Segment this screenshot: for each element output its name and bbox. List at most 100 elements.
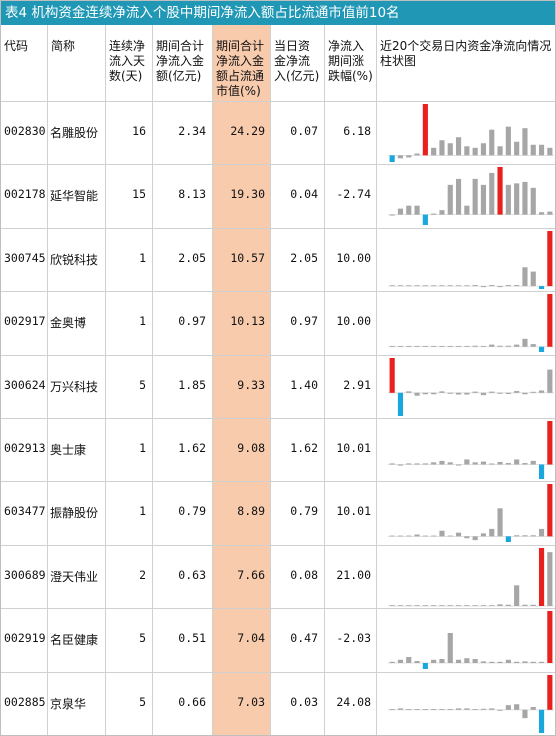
flow-bar — [397, 604, 404, 606]
flow-bar — [447, 346, 453, 347]
flow-bar — [447, 633, 453, 664]
flow-bar — [472, 391, 478, 393]
flow-bar — [431, 346, 437, 347]
cell-days: 1 — [139, 250, 146, 265]
flow-bar — [455, 137, 462, 156]
flow-bar — [389, 708, 395, 710]
mini-bar-chart — [388, 609, 554, 671]
flow-bar — [505, 659, 511, 664]
row-divider — [1, 608, 555, 610]
flow-bar — [530, 661, 536, 664]
flow-bar — [497, 146, 503, 156]
flow-bar — [406, 285, 412, 286]
cell-code: 002830 — [4, 124, 46, 138]
cell-ratio: 7.04 — [237, 631, 265, 646]
flow-bar — [472, 284, 478, 286]
cell-name: 奥士康 — [50, 443, 87, 457]
flow-bar — [431, 659, 437, 664]
cell-name: 延华智能 — [50, 189, 99, 204]
flow-bar — [505, 704, 511, 710]
cell-change: 10.00 — [336, 250, 371, 265]
flow-bar — [414, 708, 420, 710]
flow-bar — [538, 212, 545, 215]
cell-name: 澄天伟业 — [50, 569, 99, 584]
flow-bar — [439, 708, 445, 710]
flow-bar — [414, 604, 420, 606]
cell-days: 1 — [139, 314, 146, 329]
flow-bar — [455, 346, 462, 347]
flow-bar — [447, 285, 453, 286]
flow-bar — [480, 185, 487, 215]
flow-bar — [397, 209, 404, 215]
header-barchart: 近20个交易日内资金净流向情况柱状图 — [380, 39, 552, 68]
flow-bar — [422, 392, 428, 394]
flow-bar — [480, 285, 487, 287]
row-divider — [1, 354, 555, 356]
cell-change: 2.91 — [343, 377, 371, 392]
flow-bar — [422, 663, 428, 670]
flow-bar — [389, 346, 395, 347]
cell-code: 300624 — [4, 377, 46, 392]
flow-bar — [464, 658, 470, 664]
flow-bar — [514, 183, 520, 215]
flow-bar — [514, 390, 520, 393]
mini-bar-chart — [388, 482, 554, 544]
cell-today: 1.40 — [290, 377, 318, 392]
flow-bar — [422, 708, 428, 710]
cell-name: 万兴科技 — [50, 379, 99, 394]
flow-bar — [414, 206, 420, 215]
flow-bar — [447, 392, 453, 394]
cell-change: 10.01 — [336, 504, 371, 519]
flow-bar — [530, 604, 536, 606]
flow-bar — [414, 153, 420, 156]
flow-bar — [472, 659, 478, 664]
flow-bar — [439, 604, 445, 606]
header-days: 连续净流入天数(天) — [109, 39, 146, 83]
header-amount: 期间合计净流入金额(亿元) — [156, 39, 205, 83]
flow-bar — [439, 285, 445, 286]
flow-bar — [447, 708, 453, 710]
flow-bar — [406, 657, 412, 664]
cell-amount: 0.97 — [178, 314, 206, 329]
flow-bar — [464, 392, 470, 395]
flow-bar — [455, 285, 462, 286]
flow-bar — [397, 659, 404, 664]
cell-ratio: 24.29 — [230, 124, 265, 138]
flow-bar — [547, 611, 553, 664]
flow-bar — [489, 708, 495, 710]
cell-today: 0.97 — [290, 314, 318, 329]
flow-bar — [547, 421, 553, 465]
flow-bar — [447, 535, 453, 537]
flow-bar — [497, 709, 503, 711]
flow-bar — [397, 535, 404, 537]
flow-bar — [455, 533, 462, 537]
cell-change: -2.74 — [336, 187, 371, 202]
flow-bar — [480, 392, 487, 395]
flow-bar — [514, 141, 520, 156]
cell-amount: 0.79 — [178, 504, 206, 519]
flow-bar — [538, 464, 545, 479]
row-divider — [1, 418, 555, 419]
flow-bar — [414, 463, 420, 465]
grid-line — [152, 25, 153, 735]
flow-bar — [522, 128, 528, 156]
flow-bar — [414, 346, 420, 347]
flow-bar — [505, 345, 511, 347]
flow-bar — [431, 604, 437, 606]
mini-bar-chart — [388, 229, 554, 291]
flow-bar — [530, 271, 536, 286]
flow-bar — [538, 547, 545, 606]
flow-bar — [431, 462, 437, 465]
flow-bar — [472, 708, 478, 710]
cell-ratio: 8.89 — [237, 504, 265, 519]
flow-bar — [522, 604, 528, 606]
flow-bar — [547, 212, 553, 215]
flow-bar — [514, 459, 520, 465]
mini-bar-chart — [388, 419, 554, 481]
flow-bar — [505, 604, 511, 606]
flow-bar — [547, 551, 553, 606]
flow-bar — [538, 390, 545, 393]
cell-amount: 1.85 — [178, 377, 206, 392]
flow-bar — [447, 185, 453, 215]
cell-days: 1 — [139, 504, 146, 519]
